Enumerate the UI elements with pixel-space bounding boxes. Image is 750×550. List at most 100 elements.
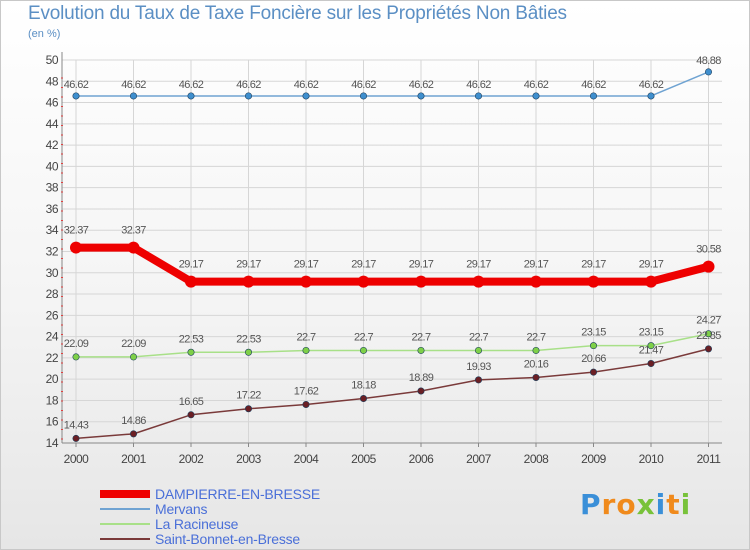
legend-swatch-saint-bonnet	[100, 538, 150, 540]
data-label-la-racineuse-2007: 22.7	[469, 331, 488, 343]
data-label-dampierre-en-bresse-2004: 29.17	[294, 259, 319, 271]
point-la-racineuse-2010	[647, 342, 655, 350]
grid	[62, 59, 722, 444]
point-mervans-2009	[589, 92, 597, 100]
data-label-mervans-2000: 46.62	[64, 79, 89, 91]
point-dampierre-en-bresse-2002	[185, 275, 197, 288]
point-dampierre-en-bresse-2005	[357, 275, 370, 288]
logo-letter: o	[616, 488, 637, 521]
data-label-dampierre-en-bresse-2005: 29.17	[351, 259, 376, 271]
point-dampierre-en-bresse-2008	[530, 275, 542, 288]
data-label-mervans-2008: 46.62	[524, 79, 549, 91]
y-tick-label-32: 32	[46, 245, 59, 259]
data-label-dampierre-en-bresse-2002: 29.17	[179, 259, 204, 271]
y-tick-label-46: 46	[46, 96, 59, 110]
x-tick-label-2004: 2004	[294, 452, 320, 466]
point-mervans-2003	[245, 92, 253, 100]
series-line-mervans	[75, 71, 710, 97]
y-tick-label-18: 18	[46, 393, 59, 407]
point-saint-bonnet-en-bresse-2003	[245, 405, 253, 413]
legend-item-mervans: Mervans	[100, 501, 207, 517]
legend-item-dampierre: DAMPIERRE-EN-BRESSE	[100, 486, 320, 502]
y-tick-label-36: 36	[46, 202, 59, 216]
data-label-saint-bonnet-en-bresse-2001: 14.86	[121, 415, 146, 427]
point-la-racineuse-2002	[187, 348, 195, 356]
legend-label-dampierre: DAMPIERRE-EN-BRESSE	[155, 486, 321, 502]
data-label-saint-bonnet-en-bresse-2007: 19.93	[466, 361, 491, 373]
x-tick-label-2000: 2000	[64, 452, 90, 466]
data-label-mervans-2007: 46.62	[466, 79, 491, 91]
y-tick-label-38: 38	[46, 181, 59, 195]
point-la-racineuse-2003	[245, 348, 253, 356]
point-la-racineuse-2001	[130, 353, 138, 361]
data-label-la-racineuse-2004: 22.7	[296, 331, 315, 343]
point-saint-bonnet-en-bresse-2002	[187, 411, 195, 419]
point-la-racineuse-2007	[474, 346, 482, 354]
legend-swatch-dampierre	[100, 490, 150, 498]
point-saint-bonnet-en-bresse-2011	[704, 345, 712, 353]
point-dampierre-en-bresse-2010	[645, 275, 657, 288]
data-label-saint-bonnet-en-bresse-2009: 20.66	[581, 353, 606, 365]
x-tick-label-2009: 2009	[581, 452, 607, 466]
chart-unit-label: (en %)	[28, 28, 61, 40]
point-la-racineuse-2006	[417, 346, 425, 354]
point-dampierre-en-bresse-2011	[702, 260, 715, 273]
data-label-mervans-2004: 46.62	[294, 79, 319, 91]
y-tick-label-20: 20	[46, 372, 59, 386]
series-line-la-racineuse	[75, 332, 710, 358]
data-label-saint-bonnet-en-bresse-2000: 14.43	[64, 419, 89, 431]
data-label-dampierre-en-bresse-2008: 29.17	[524, 259, 549, 271]
point-dampierre-en-bresse-2007	[472, 275, 485, 288]
data-label-la-racineuse-2001: 22.09	[121, 338, 146, 350]
x-tick-label-2002: 2002	[179, 452, 205, 466]
logo-letter: t	[666, 488, 681, 521]
data-label-mervans-2003: 46.62	[236, 79, 261, 91]
point-la-racineuse-2008	[532, 346, 540, 354]
data-label-dampierre-en-bresse-2001: 32.37	[121, 225, 146, 237]
x-tick-label-2006: 2006	[409, 452, 435, 466]
x-tick-label-2005: 2005	[351, 452, 377, 466]
data-label-mervans-2006: 46.62	[409, 79, 434, 91]
y-tick-label-34: 34	[46, 223, 59, 237]
point-mervans-2008	[532, 92, 540, 100]
point-saint-bonnet-en-bresse-2008	[532, 373, 540, 381]
legend-label-la-racineuse: La Racineuse	[155, 516, 239, 532]
legend-label-saint-bonnet: Saint-Bonnet-en-Bresse	[155, 531, 301, 547]
data-label-mervans-2005: 46.62	[351, 79, 376, 91]
data-label-la-racineuse-2010: 23.15	[639, 327, 664, 339]
logo-letter: P	[580, 488, 602, 521]
point-dampierre-en-bresse-2000	[70, 241, 82, 254]
data-label-la-racineuse-2009: 23.15	[581, 327, 606, 339]
data-label-dampierre-en-bresse-2009: 29.17	[581, 259, 606, 271]
point-dampierre-en-bresse-2004	[300, 275, 312, 288]
series-line-saint-bonnet-en-bresse	[75, 348, 710, 440]
point-mervans-2010	[647, 92, 655, 100]
x-tick-label-2003: 2003	[236, 452, 262, 466]
y-tick-label-24: 24	[46, 330, 59, 344]
data-label-mervans-2010: 46.62	[639, 79, 664, 91]
y-tick-label-40: 40	[46, 159, 59, 173]
data-label-saint-bonnet-en-bresse-2004: 17.62	[294, 385, 319, 397]
data-label-la-racineuse-2002: 22.53	[179, 333, 204, 345]
point-la-racineuse-2004	[302, 346, 310, 354]
x-tick-label-2007: 2007	[466, 452, 492, 466]
data-label-la-racineuse-2011: 24.27	[696, 315, 721, 327]
point-saint-bonnet-en-bresse-2009	[589, 368, 597, 376]
series-line-dampierre-en-bresse	[72, 243, 713, 286]
point-mervans-2006	[417, 92, 425, 100]
y-tick-label-22: 22	[46, 351, 59, 365]
data-label-saint-bonnet-en-bresse-2002: 16.65	[179, 396, 204, 408]
logo-letter: x	[636, 488, 656, 521]
point-mervans-2011	[704, 68, 712, 76]
data-label-dampierre-en-bresse-2007: 29.17	[466, 259, 491, 271]
point-mervans-2004	[302, 92, 310, 100]
data-label-dampierre-en-bresse-2003: 29.17	[236, 259, 261, 271]
y-tick-label-44: 44	[46, 117, 59, 131]
data-label-mervans-2009: 46.62	[581, 79, 606, 91]
x-tick-label-2010: 2010	[639, 452, 665, 466]
y-tick-label-42: 42	[46, 138, 59, 152]
y-tick-label-26: 26	[46, 308, 59, 322]
point-dampierre-en-bresse-2006	[415, 275, 427, 288]
point-dampierre-en-bresse-2003	[242, 275, 255, 288]
